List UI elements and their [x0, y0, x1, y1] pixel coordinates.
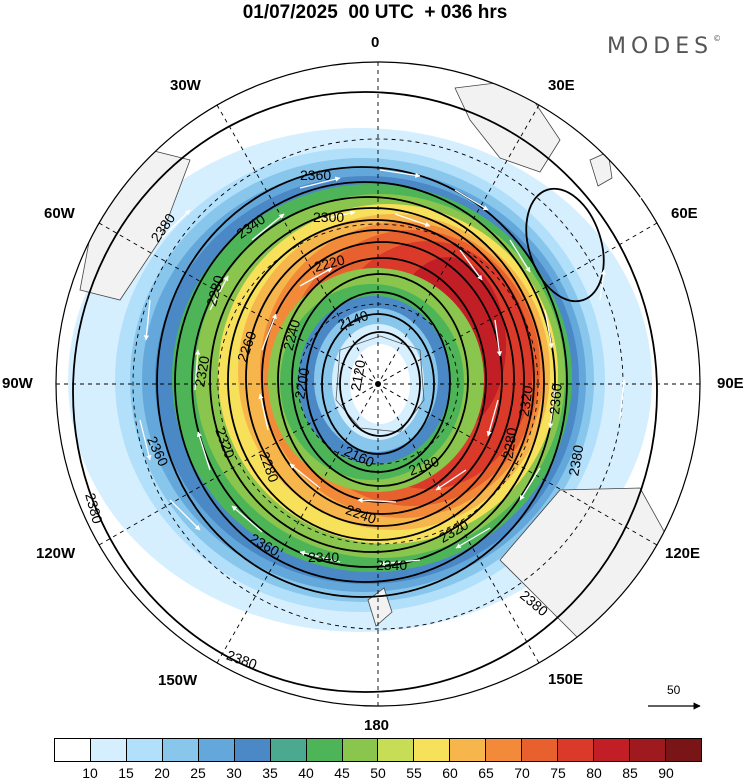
colorbar-swatch — [378, 739, 415, 761]
colorbar — [54, 738, 702, 762]
colorbar-swatch — [90, 739, 127, 761]
colorbar-swatch — [55, 739, 91, 761]
contour-label: 2360 — [546, 382, 565, 415]
colorbar-swatch — [414, 739, 451, 761]
colorbar-tick-label: 60 — [442, 765, 458, 781]
colorbar-tick-label: 70 — [514, 765, 530, 781]
colorbar-swatch — [126, 739, 163, 761]
height-contours — [72, 91, 658, 693]
colorbar-tick-label: 20 — [154, 765, 170, 781]
lon-label-60e: 60E — [671, 205, 698, 222]
colorbar-tick-label: 10 — [82, 765, 98, 781]
brand-text: MODES — [607, 34, 714, 59]
colorbar-tick-label: 30 — [226, 765, 242, 781]
colorbar-swatch — [234, 739, 271, 761]
colorbar-swatch — [342, 739, 379, 761]
brand-logo: MODES© — [607, 34, 721, 59]
contour-label: 2220 — [312, 251, 346, 275]
pole-marker — [375, 381, 381, 387]
reference-vector-label: 50 — [667, 683, 681, 697]
colorbar-tick-label: 75 — [550, 765, 566, 781]
land-madagascar — [589, 151, 613, 187]
contour-label: 2240 — [280, 318, 304, 352]
contour-label: 2320 — [191, 354, 212, 388]
lon-label-150w: 150W — [158, 672, 198, 689]
colorbar-swatch — [306, 739, 343, 761]
colorbar-tick-label: 85 — [622, 765, 638, 781]
contour-label: 2340 — [376, 557, 407, 573]
polar-map: 2360 2380 2340 2300 2220 2280 2260 2240 … — [55, 61, 701, 710]
colorbar-tick-label: 25 — [190, 765, 206, 781]
contour-label: 2360 — [300, 167, 331, 183]
colorbar-swatch — [630, 739, 666, 761]
colorbar-tick-label: 35 — [262, 765, 278, 781]
wind-arrows — [139, 169, 651, 567]
colorbar-tick-label: 50 — [370, 765, 386, 781]
colorbar-swatch — [198, 739, 235, 761]
lon-label-90e: 90E — [717, 375, 744, 392]
lon-label-120w: 120W — [36, 545, 76, 562]
colorbar-tick-label: 65 — [478, 765, 494, 781]
lon-label-60w: 60W — [44, 205, 75, 222]
lon-label-120e: 120E — [665, 545, 701, 562]
lon-label-30e: 30E — [548, 77, 575, 94]
contour-label: 2280 — [203, 273, 227, 307]
lon-label-30w: 30W — [170, 77, 201, 94]
colorbar-swatch — [594, 739, 630, 761]
colorbar-swatch — [522, 739, 559, 761]
lon-label-90w: 90W — [2, 375, 33, 392]
colorbar-swatch — [665, 739, 701, 761]
colorbar-tick-label: 45 — [334, 765, 350, 781]
colorbar-swatch — [270, 739, 307, 761]
contour-label: 2120 — [347, 358, 368, 392]
lon-label-0: 0 — [371, 34, 380, 51]
contour-label: 2340 — [308, 549, 339, 565]
contour-label: 2300 — [313, 209, 344, 225]
colorbar-tick-label: 55 — [406, 765, 422, 781]
contour-label: 2200 — [291, 366, 312, 400]
contour-label: 2380 — [565, 443, 586, 477]
colorbar-tick-label: 90 — [658, 765, 674, 781]
contour-label: 2280 — [500, 426, 520, 459]
colorbar-swatch — [486, 739, 523, 761]
colorbar-swatch — [450, 739, 487, 761]
lon-label-150e: 150E — [548, 671, 584, 688]
contour-label: 2380 — [224, 647, 259, 673]
colorbar-tick-label: 80 — [586, 765, 602, 781]
lon-label-180: 180 — [364, 717, 390, 734]
colorbar-swatch — [162, 739, 199, 761]
shaded-wind-speed — [68, 79, 681, 641]
colorbar-swatch — [558, 739, 595, 761]
colorbar-tick-label: 15 — [118, 765, 134, 781]
map-boundary — [55, 61, 701, 707]
contour-label: 2320 — [516, 384, 536, 417]
map-title: 01/07/2025 00 UTC + 036 hrs — [242, 2, 508, 23]
copyright-mark: © — [713, 34, 722, 43]
contour-label: 2380 — [82, 491, 106, 525]
colorbar-tick-label: 40 — [298, 765, 314, 781]
